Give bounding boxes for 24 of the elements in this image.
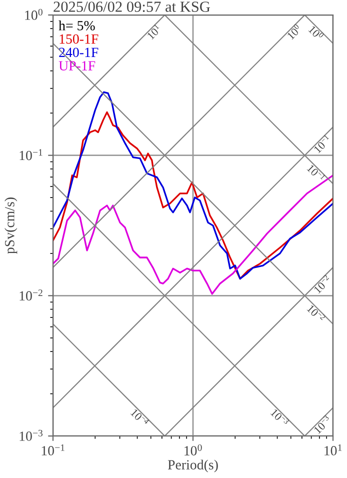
y-axis-title: pSv(cm/s) xyxy=(4,198,18,254)
annotation: 10$^{−2}$ xyxy=(312,274,332,294)
annotation: 10$^{0}$ xyxy=(286,24,302,40)
legend-title: h= 5% xyxy=(58,20,95,30)
y-tick-label: 10$^{−3}$ xyxy=(20,430,43,441)
x-tick-label: 10$^{−1}$ xyxy=(42,444,64,456)
annotation: 10$^{−2}$ xyxy=(306,304,326,323)
x-axis-title: Period(s) xyxy=(168,460,218,472)
annotation: 10$^{0}$ xyxy=(308,24,324,41)
annotation: 10$^{−4}$ xyxy=(130,408,150,427)
x-tick-label: 10$^{0}$ xyxy=(184,444,202,456)
text: UP-1F xyxy=(58,61,96,70)
x-tick-label: 10$^{1}$ xyxy=(324,444,342,456)
annotation: 10$^{−1}$ xyxy=(306,163,326,182)
y-tick-label: 10$^{−2}$ xyxy=(20,290,42,301)
y-tick-label: 10$^{0}$ xyxy=(25,8,42,20)
annotation: 10$^{−1}$ xyxy=(312,134,332,154)
chart-title: 2025/06/02 09:57 at KSG xyxy=(54,2,210,12)
y-tick-label: 10$^{−1}$ xyxy=(20,149,42,160)
annotation: 10$^{−3}$ xyxy=(312,414,332,434)
annotation: 10$^{−3}$ xyxy=(270,408,290,427)
annotation: 10$^{1}$ xyxy=(146,24,162,40)
text: 150-1F xyxy=(60,34,98,44)
text: 240-1F xyxy=(59,48,98,58)
